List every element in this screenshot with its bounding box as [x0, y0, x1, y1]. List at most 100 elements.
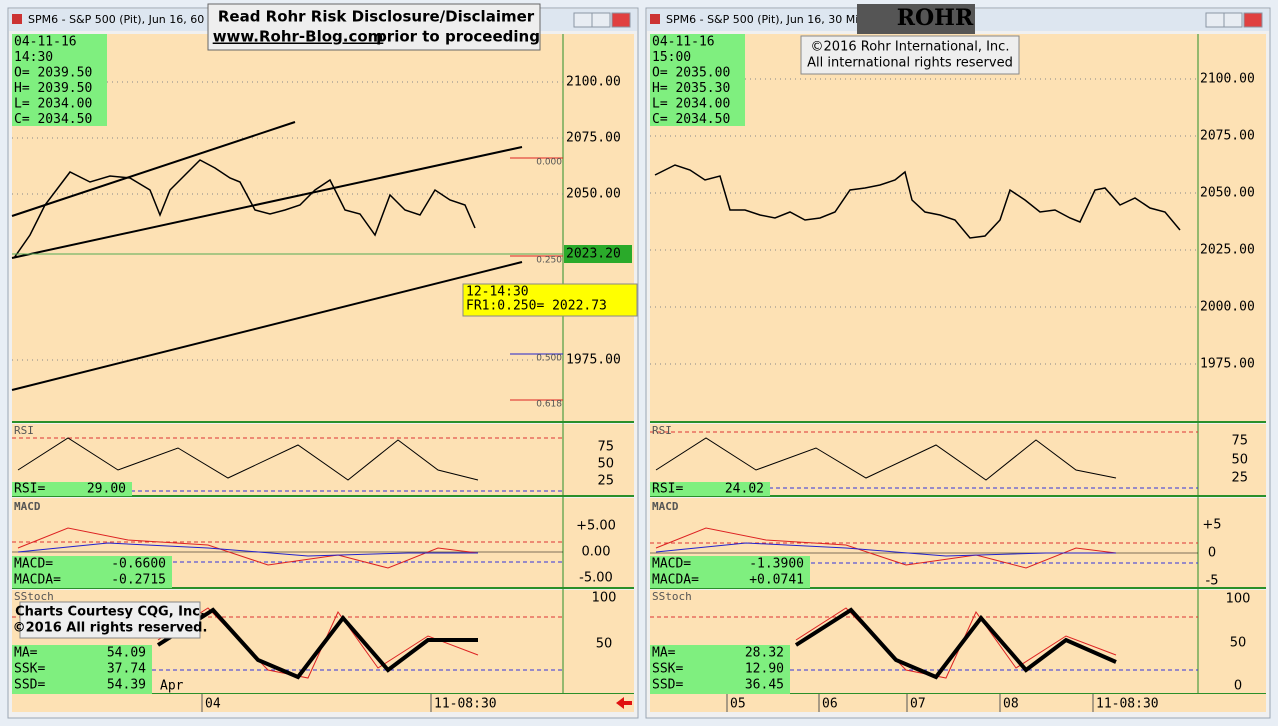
macd-name: MACDA=: [14, 573, 61, 588]
sstoch-name: SSK=: [652, 662, 683, 677]
cqg-box: [19, 601, 201, 639]
macd-tick-label: -5: [1206, 574, 1219, 589]
date-label: 11-08:30: [1096, 697, 1159, 712]
macd-name: MACDA=: [652, 573, 699, 588]
ohlc-text: 04-11-16: [14, 35, 77, 50]
window-title: SPM6 - S&P 500 (Pit), Jun 16, 60 Min: [28, 13, 227, 26]
value-box: [12, 645, 152, 694]
sstoch-name: SSK=: [14, 662, 45, 677]
macd-value: -1.3900: [749, 557, 804, 572]
macda-line: [17, 542, 478, 557]
macd-tick-label: 0: [1208, 546, 1216, 561]
ohlc-text: H= 2039.50: [14, 81, 92, 96]
macd-tick-label: -5.00: [579, 571, 613, 586]
price-tick-label: 2100.00: [566, 75, 621, 90]
panel-label: RSI: [652, 424, 672, 437]
ma-line: [156, 607, 478, 680]
value-box: [12, 482, 132, 496]
cqg-text: Charts Courtesy CQG, Inc.: [15, 605, 205, 620]
ohlc-box: [650, 34, 745, 126]
sstoch-value: 54.09: [107, 646, 146, 661]
macd-value: -0.6600: [111, 557, 166, 572]
macd-value: +0.0741: [749, 573, 804, 588]
window-button[interactable]: [573, 12, 593, 28]
fib-label: FR1:0.250= 2022.73: [466, 299, 607, 314]
macd-tick-label: +5: [1202, 518, 1221, 533]
date-label: 07: [910, 697, 926, 712]
price-line: [654, 164, 1181, 239]
panel-label: MACD: [14, 500, 41, 513]
sstoch-tick-label: 100: [592, 591, 617, 606]
rsi-name: RSI=: [14, 482, 45, 497]
ohlc-text: C= 2034.50: [14, 112, 92, 127]
price-tick-label: 2050.00: [566, 187, 621, 202]
sstoch-tick-label: 0: [1234, 679, 1242, 694]
last-price-box: [564, 245, 632, 263]
date-label: 08: [1003, 697, 1019, 712]
last-price-label: 2023.20: [566, 247, 621, 262]
rsi-tick-label: 50: [597, 457, 614, 472]
copyright-text: All international rights reserved: [807, 56, 1013, 71]
cqg-text: ©2016 All rights reserved.: [13, 621, 208, 636]
banner-text: prior to proceeding: [376, 28, 540, 46]
window-button[interactable]: [1205, 12, 1225, 28]
ohlc-text: L= 2034.00: [652, 97, 730, 112]
macd-line: [17, 527, 479, 569]
macd-name: MACD=: [652, 557, 691, 572]
panel: [12, 34, 634, 422]
ohlc-text: 14:30: [14, 50, 53, 65]
chart-icon: [12, 14, 22, 24]
price-tick-label: 2000.00: [1200, 300, 1255, 315]
rsi-tick-label: 50: [1231, 453, 1248, 468]
panel-label: SStoch: [14, 590, 54, 603]
fib-level-label: 0.250: [536, 256, 562, 266]
sstoch-name: MA=: [652, 646, 676, 661]
window-button[interactable]: [1223, 12, 1243, 28]
sstoch-value: 37.74: [107, 662, 146, 677]
sstoch-tick-label: 100: [1226, 592, 1251, 607]
rsi-tick-label: 25: [1231, 471, 1248, 486]
ohlc-text: 15:00: [652, 50, 691, 65]
value-box: [12, 556, 172, 588]
sstoch-name: SSD=: [652, 678, 683, 693]
price-tick-label: 2100.00: [1200, 72, 1255, 87]
logo-box: [857, 4, 975, 34]
macda-line: [655, 542, 1116, 557]
sstoch-name: SSD=: [14, 678, 45, 693]
close-button[interactable]: [611, 12, 631, 28]
banner: [207, 3, 541, 51]
close-button[interactable]: [1243, 12, 1263, 28]
banner-text: Read Rohr Risk Disclosure/Disclaimer: [218, 8, 535, 26]
value-box: [650, 482, 770, 496]
ohlc-text: O= 2035.00: [652, 66, 730, 81]
price-tick-label: 2075.00: [566, 131, 621, 146]
chart-icon: [650, 14, 660, 24]
sstoch-value: 54.39: [107, 678, 146, 693]
scroll-arrow[interactable]: [616, 697, 632, 709]
date-label: 06: [822, 697, 838, 712]
fib-level-label: 0.500: [536, 354, 562, 364]
copyright-text: ©2016 Rohr International, Inc.: [811, 40, 1010, 55]
ohlc-box: [12, 34, 107, 126]
macd-line: [655, 527, 1117, 569]
price-tick-label: 2075.00: [1200, 129, 1255, 144]
value-box: [650, 645, 790, 694]
window-button[interactable]: [591, 12, 611, 28]
ohlc-text: 04-11-16: [652, 35, 715, 50]
rsi-name: RSI=: [652, 482, 683, 497]
panel-label: RSI: [14, 424, 34, 437]
date-label: 05: [730, 697, 746, 712]
banner-link[interactable]: www.Rohr-Blog.com: [213, 28, 384, 46]
fib-level-label: 0.000: [536, 158, 562, 168]
date-axis: [12, 694, 634, 712]
date-label: 11-08:30: [434, 697, 497, 712]
logo-text: ROHR: [897, 5, 974, 31]
rsi-line: [17, 437, 479, 481]
panel-label: MACD: [652, 500, 679, 513]
rsi-tick-label: 25: [597, 474, 614, 489]
panel-label: SStoch: [652, 590, 692, 603]
macd-name: MACD=: [14, 557, 53, 572]
trend-line: [11, 261, 523, 391]
trend-line: [11, 146, 523, 259]
rsi-value: 29.00: [87, 482, 126, 497]
